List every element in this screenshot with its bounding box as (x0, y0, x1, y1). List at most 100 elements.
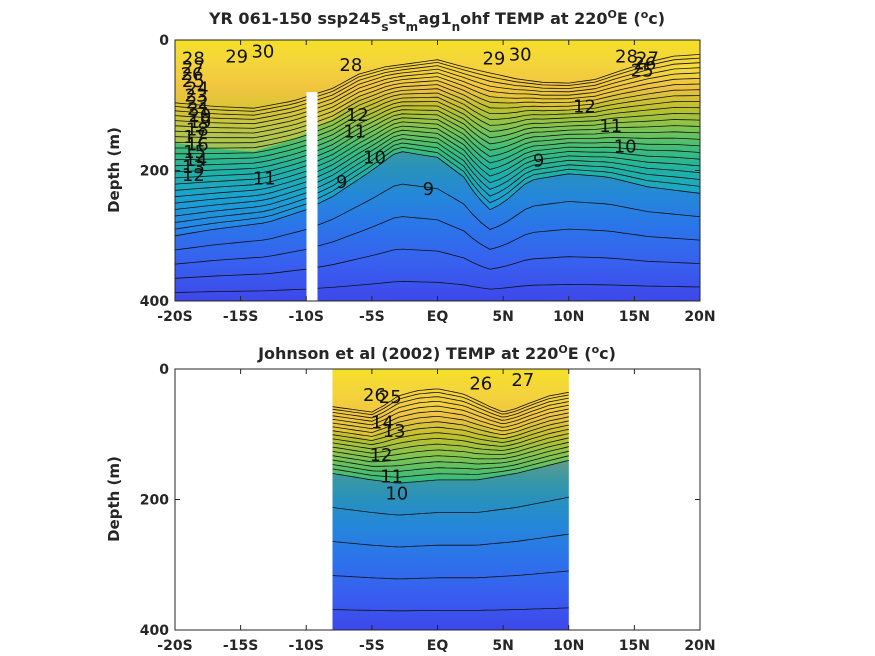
x-tick-label: -5S (359, 309, 385, 325)
top-isotherm-line (175, 84, 700, 139)
contour-label: 11 (599, 116, 622, 137)
bot-isotherm-line (332, 388, 569, 413)
bot-isotherm-line (332, 428, 569, 450)
y-tick-label: 200 (140, 164, 169, 180)
x-tick-label: -15S (223, 309, 258, 325)
top-isotherm-line (175, 57, 700, 112)
y-tick-label: 0 (159, 362, 169, 378)
contour-label: 10 (614, 136, 637, 157)
chart-bottom: Johnson et al (2002) TEMP at 220OE (oc) … (105, 343, 716, 655)
top-warm-layer (175, 40, 700, 152)
contour-label: 30 (509, 44, 532, 65)
x-tick-label: -20S (157, 309, 192, 325)
bot-isotherm-line (332, 460, 569, 484)
top-deep-isotherm-line (175, 281, 700, 293)
contour-label: 29 (225, 46, 248, 67)
contour-label: 27 (511, 370, 534, 391)
bot-isotherm-line (332, 416, 569, 437)
contour-label: 25 (379, 387, 402, 408)
top-isotherm-line (175, 92, 700, 149)
bot-isotherm-line (332, 392, 569, 416)
contour-label: 11 (380, 467, 403, 488)
x-tick-label: -20S (157, 638, 192, 654)
contour-label: 21 (187, 99, 210, 120)
top-isotherm-line (175, 105, 700, 167)
chart-top-contours (175, 54, 700, 293)
contour-label: 17 (183, 127, 206, 148)
chart-bottom-contours (332, 388, 569, 612)
top-isotherm-line (175, 113, 700, 179)
contour-label: 16 (186, 134, 209, 155)
contour-label: 26 (469, 373, 492, 394)
x-tick-label: 10N (553, 638, 584, 654)
contour-label: 9 (533, 151, 544, 172)
contour-label: 28 (182, 48, 205, 69)
top-isotherm-line (175, 72, 700, 125)
bot-deep-isotherm-line (332, 533, 569, 548)
x-tick-label: -10S (289, 638, 324, 654)
top-deep-isotherm-line (175, 216, 700, 265)
y-tick-label: 400 (140, 623, 169, 639)
chart-top-y-axis: 0 200 400 (140, 33, 700, 310)
bot-isotherm-line (332, 404, 569, 426)
top-isotherm-line (175, 88, 700, 144)
top-isotherm-line (175, 109, 700, 173)
top-isotherm-line (175, 134, 700, 210)
bot-isotherm-line (332, 396, 569, 419)
top-cool-layer (175, 151, 700, 301)
contour-label: 29 (482, 48, 505, 69)
chart-bottom-y-axis: 0 200 400 (140, 362, 700, 639)
contour-label: 23 (185, 85, 208, 106)
y-tick-label: 0 (159, 33, 169, 49)
x-tick-label: -10S (289, 309, 324, 325)
top-isotherm-line (175, 76, 700, 129)
contour-label: 13 (383, 421, 406, 442)
x-tick-label: -15S (223, 638, 258, 654)
contour-label: 26 (363, 385, 386, 406)
chart-top-shading (175, 40, 700, 301)
y-tick-label: 400 (140, 294, 169, 310)
contour-label: 30 (251, 42, 274, 63)
bot-isotherm-line (332, 437, 569, 458)
x-tick-label: -5S (359, 638, 385, 654)
x-tick-label: 10N (553, 309, 584, 325)
contour-label: 14 (371, 413, 394, 434)
bot-isotherm-line (332, 450, 569, 472)
top-isotherm-line (175, 142, 700, 223)
contour-label: 18 (186, 119, 209, 140)
contour-label: 15 (183, 142, 206, 163)
contour-label: 14 (185, 150, 208, 171)
contour-label: 10 (385, 484, 408, 505)
contour-label: 26 (181, 64, 204, 85)
bot-deep-isotherm-line (332, 496, 569, 516)
bot-isotherm-line (332, 401, 569, 422)
top-isotherm-line (175, 125, 700, 198)
bot-isotherm-line (332, 420, 569, 442)
top-isotherm-line (175, 80, 700, 134)
chart-top-title: YR 061-150 ssp245sstmag1nohf TEMP at 220… (208, 8, 665, 35)
contour-label: 11 (343, 121, 366, 142)
bot-deep-isotherm-line (332, 607, 569, 612)
bot-isotherm-line (332, 424, 569, 446)
contour-label: 19 (188, 112, 211, 133)
chart-top-data-gap (306, 92, 318, 301)
top-isotherm-line (175, 121, 700, 191)
x-tick-label: 5N (492, 638, 513, 654)
contour-label: 28 (339, 55, 362, 76)
bot-isotherm-line (332, 441, 569, 463)
top-isotherm-line (175, 67, 700, 120)
contour-label: 12 (346, 105, 369, 126)
chart-top: YR 061-150 ssp245sstmag1nohf TEMP at 220… (105, 8, 716, 326)
contour-label: 13 (182, 157, 205, 178)
chart-top-x-axis: -20S -15S -10S -5S EQ 5N 10N 15N 20N (157, 40, 716, 325)
top-deep-isotherm-line (175, 248, 700, 279)
contour-label: 9 (423, 179, 434, 200)
contour-label: 25 (631, 61, 654, 82)
contour-label: 25 (182, 71, 205, 92)
top-isotherm-line (175, 62, 700, 116)
top-isotherm-line (175, 54, 700, 109)
chart-top-y-label: Depth (m) (105, 127, 123, 213)
contour-label: 12 (370, 445, 393, 466)
